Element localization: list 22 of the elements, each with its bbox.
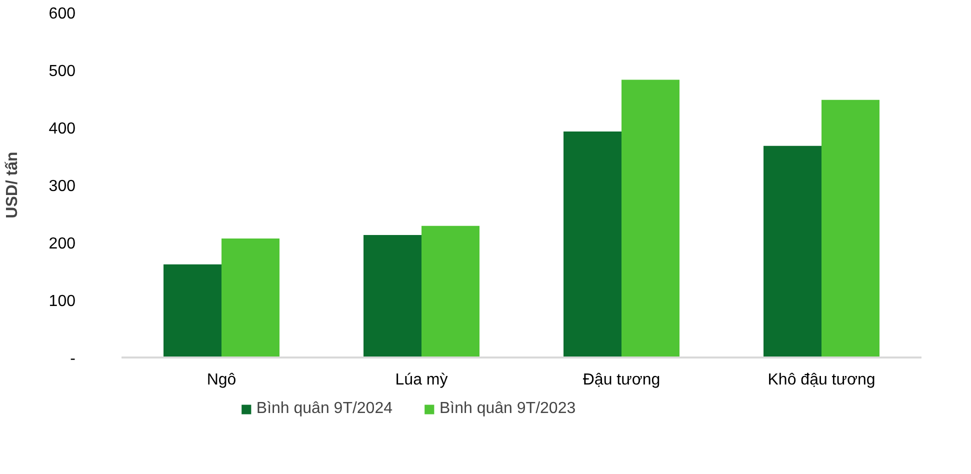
x-tick-label: Ngô [206, 372, 236, 388]
y-tick-label: 200 [48, 236, 76, 252]
legend-label: Bình quân 9T/2023 [440, 400, 576, 418]
bar [364, 235, 422, 358]
bar [622, 80, 680, 358]
y-tick-label: - [70, 350, 76, 368]
y-tick-label: 100 [48, 293, 76, 310]
x-tick-label: Lúa mỳ [395, 372, 448, 388]
bar [164, 264, 222, 358]
bar [222, 238, 280, 358]
x-tick-label: Khô đậu tương [768, 372, 876, 388]
bar [822, 100, 880, 358]
x-tick-label: Đậu tương [582, 372, 660, 388]
y-tick-label: 500 [48, 63, 76, 80]
y-tick-label: 400 [48, 120, 76, 138]
bar [764, 146, 822, 358]
bar [564, 132, 622, 358]
y-axis-title: USD/ tấn [4, 152, 21, 218]
y-tick-label: 300 [48, 178, 76, 195]
y-tick-label: 600 [48, 6, 76, 22]
bar [422, 226, 480, 358]
legend-label: Bình quân 9T/2024 [256, 400, 392, 418]
